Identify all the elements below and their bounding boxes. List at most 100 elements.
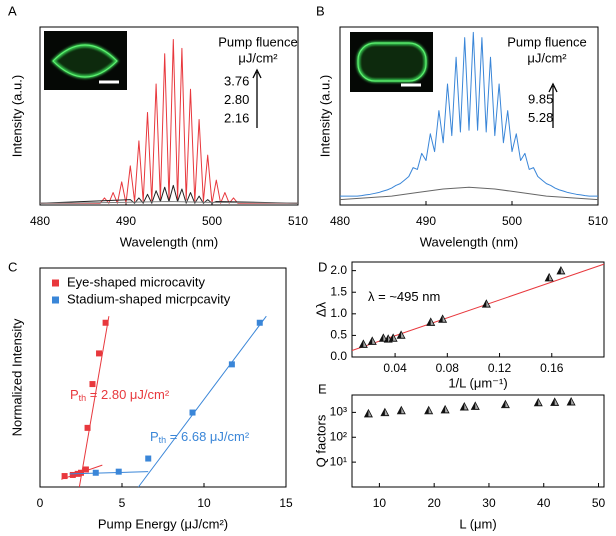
- spectrum-line: [340, 31, 598, 197]
- x-tick-label: 5: [119, 496, 126, 510]
- panel-label: C: [8, 259, 17, 274]
- x-tick-label: 490: [116, 214, 136, 228]
- marker-half: [549, 274, 553, 281]
- x-tick-label: 490: [416, 214, 436, 228]
- legend-title: Pump fluence: [218, 34, 298, 49]
- marker: [189, 409, 196, 416]
- annotation-subscript: th: [79, 393, 87, 403]
- plot-frame: [339, 26, 599, 206]
- marker-half: [401, 331, 405, 338]
- x-axis-title: Pump Energy (μJ/cm²): [98, 516, 228, 531]
- marker-half: [445, 406, 449, 413]
- x-tick-label: 480: [30, 214, 50, 228]
- x-tick-label: 10: [197, 496, 211, 510]
- inset-stadium: [350, 32, 433, 92]
- marker: [78, 469, 84, 476]
- annotation-text: = 2.80 μJ/cm²: [86, 387, 170, 402]
- annotation-text: = 6.68 μJ/cm²: [166, 429, 250, 444]
- marker-half: [538, 399, 542, 406]
- marker-half: [383, 335, 387, 341]
- x-tick-label: 0.16: [540, 361, 564, 375]
- marker-half: [554, 399, 558, 405]
- marker: [89, 381, 96, 388]
- x-tick-label: 40: [537, 496, 551, 510]
- legend-swatch: [52, 279, 59, 287]
- y-tick-label: 10¹: [330, 454, 347, 468]
- x-tick-label: 20: [427, 496, 441, 510]
- x-axis-title: 1/L (μm⁻¹): [448, 375, 507, 390]
- y-tick-label: 0.0: [330, 349, 347, 363]
- annotation-symbol: P: [70, 387, 79, 402]
- x-tick-label: 30: [482, 496, 496, 510]
- marker: [82, 466, 89, 473]
- x-axis-title: Wavelength (nm): [120, 234, 219, 249]
- annotation: Pth = 2.80 μJ/cm²: [70, 387, 170, 403]
- marker: [96, 350, 103, 357]
- y-axis-title: Q factors: [313, 414, 328, 467]
- plot-frame: [351, 394, 605, 488]
- annotation: Pth = 6.68 μJ/cm²: [150, 429, 250, 445]
- x-tick-label: 500: [502, 214, 522, 228]
- marker-half: [464, 403, 468, 410]
- plot-frame: [39, 26, 299, 206]
- annotation-symbol: P: [150, 429, 159, 444]
- legend-title: Pump fluence: [507, 34, 587, 49]
- marker-half: [372, 338, 376, 344]
- marker: [69, 471, 76, 478]
- legend-entry: 9.85: [528, 91, 553, 106]
- legend-entry: Stadium-shaped micrpcavity: [67, 291, 231, 306]
- panel-label: A: [8, 3, 17, 18]
- fit-line: [137, 315, 267, 488]
- marker: [145, 455, 152, 462]
- marker-half: [393, 335, 397, 341]
- y-tick-label: 10²: [330, 429, 347, 443]
- marker-half: [428, 407, 432, 414]
- legend-entry: 2.80: [224, 92, 249, 107]
- marker-half: [571, 398, 575, 405]
- legend-unit: μJ/cm²: [238, 50, 278, 65]
- legend-entry: 5.28: [528, 110, 553, 125]
- fit-line: [78, 316, 110, 488]
- x-tick-label: 0.08: [436, 361, 460, 375]
- annotation-text: λ = ~495 nm: [368, 289, 440, 304]
- legend-entry: Eye-shaped microcavity: [67, 274, 205, 289]
- marker-half: [505, 401, 509, 408]
- panel-label: D: [318, 259, 327, 274]
- marker-half: [486, 300, 490, 307]
- marker: [256, 319, 263, 326]
- x-tick-label: 10: [373, 496, 387, 510]
- marker-half: [560, 267, 564, 274]
- spectrum-line: [339, 186, 599, 201]
- y-tick-label: 0.5: [330, 328, 347, 342]
- x-tick-label: 0.12: [488, 361, 512, 375]
- x-tick-label: 480: [330, 214, 350, 228]
- marker-half: [384, 409, 388, 416]
- panel-label: B: [316, 3, 325, 18]
- plot-frame: [39, 267, 287, 488]
- panel-label: E: [318, 381, 327, 396]
- plot-frame: [351, 261, 605, 358]
- marker-half: [388, 335, 392, 342]
- marker-half: [430, 319, 434, 325]
- fit-line: [69, 471, 149, 475]
- annotation-subscript: th: [159, 435, 167, 445]
- x-tick-label: 50: [592, 496, 606, 510]
- y-tick-label: 10³: [330, 405, 347, 419]
- marker: [61, 473, 68, 480]
- marker: [92, 469, 99, 476]
- y-tick-label: 2.0: [330, 263, 347, 277]
- marker: [102, 319, 109, 326]
- y-axis-title: Intensity (a.u.): [9, 75, 24, 157]
- legend-unit: μJ/cm²: [527, 50, 567, 65]
- x-tick-label: 15: [279, 496, 293, 510]
- x-tick-label: 0: [37, 496, 44, 510]
- fluence-arrow: [252, 68, 558, 128]
- legend-entry: 3.76: [224, 73, 249, 88]
- y-tick-label: 1.0: [330, 306, 347, 320]
- inset-eye: [44, 31, 127, 90]
- marker-half: [401, 407, 405, 414]
- y-tick-label: 1.5: [330, 284, 347, 298]
- y-axis-title: Normalized Intensity: [9, 318, 24, 436]
- annotation: λ = ~495 nm: [368, 289, 440, 304]
